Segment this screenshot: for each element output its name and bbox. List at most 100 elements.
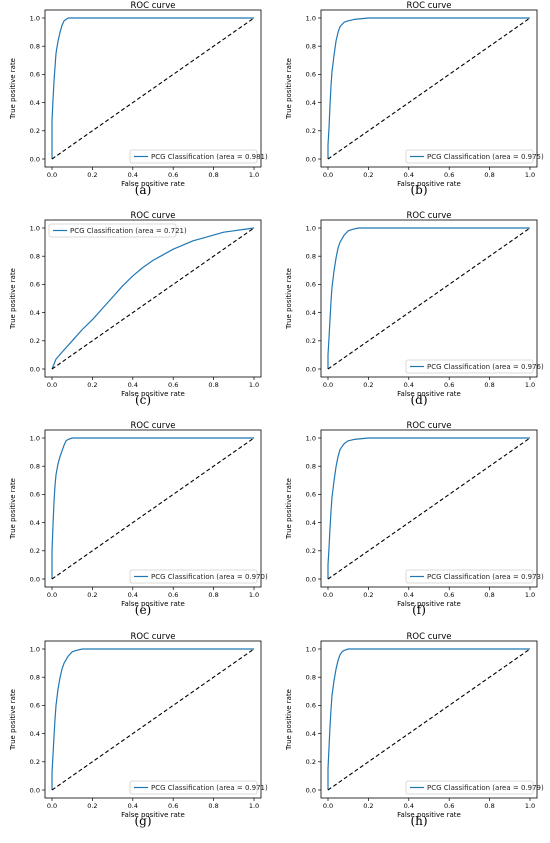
x-tick-label: 0.4 xyxy=(404,591,414,599)
roc-chart-h: ROC curve 0.0 0.2 0.4 0.6 0.8 1.0 0.0 0.2 0.4 0.6 0… xyxy=(285,632,544,819)
y-tick-label: 0.6 xyxy=(306,71,316,79)
y-tick-label: 0.2 xyxy=(30,127,40,135)
legend-box xyxy=(405,569,534,584)
x-tick-label: 0.4 xyxy=(128,171,138,179)
x-tick-label: 0.6 xyxy=(168,171,178,179)
plot-frame xyxy=(44,9,262,168)
roc-panel-f: ROC curve 0.0 0.2 0.4 0.6 0.8 1.0 0.0 0.2 0.4 0.6 0… xyxy=(284,421,550,629)
x-axis-label-b: False positive rate xyxy=(397,180,461,188)
y-tick-label: 1.0 xyxy=(306,434,316,442)
x-tick-label: 0.4 xyxy=(128,591,138,599)
x-tick-label: 0.8 xyxy=(208,171,218,179)
y-axis-label-c: True positive rate xyxy=(9,268,17,330)
x-tick-label: 1.0 xyxy=(249,381,259,389)
x-tick-label: 1.0 xyxy=(525,381,535,389)
x-tick-label: 0.4 xyxy=(128,802,138,810)
y-tick-label: 0.6 xyxy=(306,281,316,289)
x-tick-label: 0.0 xyxy=(323,802,333,810)
x-tick-label: 0.2 xyxy=(363,802,373,810)
y-tick-label: 1.0 xyxy=(30,224,40,232)
chart-title-h: ROC curve xyxy=(406,632,451,642)
y-tick-label: 0.0 xyxy=(306,575,316,583)
x-tick-label: 0.0 xyxy=(47,171,57,179)
plot-frame xyxy=(320,429,538,588)
y-tick-label: 0.4 xyxy=(30,730,40,738)
y-axis-label-f: True positive rate xyxy=(285,478,293,540)
y-tick-label: 1.0 xyxy=(30,645,40,653)
plot-frame xyxy=(320,9,538,168)
y-tick-label: 0.2 xyxy=(306,758,316,766)
x-axis-label-f: False positive rate xyxy=(397,600,461,608)
x-tick-label: 1.0 xyxy=(249,802,259,810)
roc-chart-g: ROC curve 0.0 0.2 0.4 0.6 0.8 1.0 0.0 0.2 0.4 0.6 0… xyxy=(9,632,268,819)
y-tick-label: 0.8 xyxy=(30,253,40,261)
x-tick-label: 0.0 xyxy=(323,381,333,389)
legend-label: PCG Classification (area = 0.971) xyxy=(151,784,268,792)
y-tick-label: 1.0 xyxy=(30,434,40,442)
y-tick-label: 0.4 xyxy=(306,519,316,527)
roc-curve-line xyxy=(51,227,255,370)
legend-label: PCG Classification (area = 0.970) xyxy=(151,573,268,581)
legend-label: PCG Classification (area = 0.976) xyxy=(427,363,544,371)
x-tick-label: 0.6 xyxy=(444,171,454,179)
legend-box xyxy=(405,149,534,164)
x-axis-label-d: False positive rate xyxy=(397,390,461,398)
y-tick-label: 0.0 xyxy=(306,786,316,794)
y-tick-label: 0.2 xyxy=(306,337,316,345)
x-axis-label-h: False positive rate xyxy=(397,811,461,819)
y-tick-label: 0.6 xyxy=(306,491,316,499)
x-tick-label: 0.2 xyxy=(87,381,97,389)
x-tick-label: 0.6 xyxy=(168,802,178,810)
chance-diagonal-line xyxy=(327,648,531,791)
x-tick-label: 0.0 xyxy=(47,802,57,810)
roc-chart-a: ROC curve 0.0 0.2 0.4 0.6 0.8 1.0 0.0 0.2 0.4 0.6 0… xyxy=(9,1,268,188)
chart-title-d: ROC curve xyxy=(406,211,451,221)
x-tick-label: 0.8 xyxy=(484,591,494,599)
y-axis-label-g: True positive rate xyxy=(9,689,17,751)
y-axis-label-d: True positive rate xyxy=(285,268,293,330)
chance-diagonal-line xyxy=(327,227,531,370)
y-tick-label: 0.8 xyxy=(30,463,40,471)
chart-title-f: ROC curve xyxy=(406,421,451,431)
plot-frame xyxy=(44,640,262,799)
x-tick-label: 0.8 xyxy=(484,381,494,389)
x-tick-label: 0.8 xyxy=(484,802,494,810)
y-tick-label: 0.2 xyxy=(306,127,316,135)
y-tick-label: 0.0 xyxy=(30,365,40,373)
y-tick-label: 0.6 xyxy=(306,702,316,710)
x-tick-label: 0.0 xyxy=(47,591,57,599)
y-tick-label: 0.0 xyxy=(30,155,40,163)
roc-curve-line xyxy=(327,17,530,159)
y-tick-label: 0.4 xyxy=(30,99,40,107)
legend-box xyxy=(48,223,177,238)
y-tick-label: 1.0 xyxy=(306,224,316,232)
y-tick-label: 0.0 xyxy=(30,575,40,583)
panel-caption-h: (h) xyxy=(410,814,428,828)
y-tick-label: 0.8 xyxy=(306,43,316,51)
y-tick-label: 0.4 xyxy=(30,519,40,527)
x-tick-label: 0.8 xyxy=(208,802,218,810)
panel-caption-c: (c) xyxy=(134,393,152,407)
y-tick-label: 0.4 xyxy=(306,309,316,317)
chance-diagonal-line xyxy=(327,437,531,580)
y-tick-label: 1.0 xyxy=(306,645,316,653)
plot-frame xyxy=(320,219,538,378)
x-tick-label: 0.4 xyxy=(128,381,138,389)
x-tick-label: 0.4 xyxy=(404,171,414,179)
y-axis-label-e: True positive rate xyxy=(9,478,17,540)
x-tick-label: 0.2 xyxy=(363,591,373,599)
legend-label: PCG Classification (area = 0.975) xyxy=(427,153,544,161)
chance-diagonal-line xyxy=(51,437,255,580)
x-tick-label: 0.6 xyxy=(444,802,454,810)
x-tick-label: 0.2 xyxy=(87,591,97,599)
roc-curve-line xyxy=(51,648,254,790)
roc-panel-c: ROC curve 0.0 0.2 0.4 0.6 0.8 1.0 0.0 0.2 0.4 0.6 0… xyxy=(8,211,278,419)
legend-label: PCG Classification (area = 0.973) xyxy=(427,573,544,581)
chart-title-b: ROC curve xyxy=(406,1,451,11)
panel-caption-a: (a) xyxy=(134,183,152,197)
x-tick-label: 0.2 xyxy=(363,381,373,389)
chart-title-a: ROC curve xyxy=(130,1,175,11)
roc-chart-e: ROC curve 0.0 0.2 0.4 0.6 0.8 1.0 0.0 0.2 0.4 0.6 0… xyxy=(9,421,268,608)
x-tick-label: 1.0 xyxy=(249,591,259,599)
y-tick-label: 0.6 xyxy=(30,71,40,79)
